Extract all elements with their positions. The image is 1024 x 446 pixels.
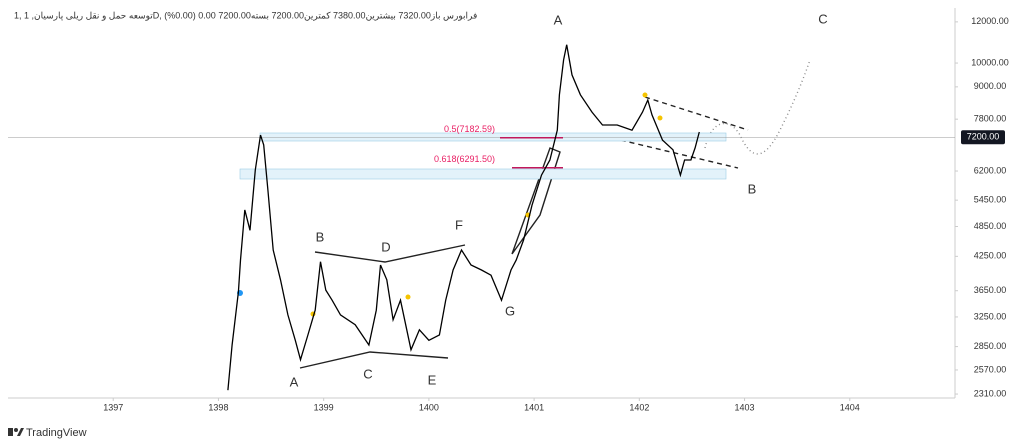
y-tick-label: 2310.00: [974, 388, 1007, 398]
x-tick-label: 1399: [314, 402, 334, 412]
trendlines: [299, 59, 811, 369]
y-tick-label: 2850.00: [974, 341, 1007, 351]
x-tick-label: 1401: [524, 402, 544, 412]
logo: [8, 428, 24, 436]
wave-label: D: [381, 239, 390, 254]
y-tick-label: 9000.00: [974, 81, 1007, 91]
y-tick-label: 3650.00: [974, 285, 1007, 295]
price-line: [227, 44, 700, 391]
y-tick-label: 7800.00: [974, 114, 1007, 124]
y-tick-label: 3250.00: [974, 311, 1007, 321]
y-tick-label: 4250.00: [974, 251, 1007, 261]
wave-label: F: [455, 217, 463, 232]
last-price-label: 7200.00: [967, 132, 1000, 142]
x-tick-label: 1404: [840, 402, 860, 412]
x-tick-label: 1398: [208, 402, 228, 412]
x-tick-label: 1400: [419, 402, 439, 412]
x-tick-label: 1402: [629, 402, 649, 412]
x-tick-label: 1397: [103, 402, 123, 412]
y-tick-label: 4850.00: [974, 221, 1007, 231]
markers: [237, 92, 663, 317]
x-tick-label: 1403: [735, 402, 755, 412]
wave-label: G: [505, 303, 515, 318]
wave-label: B: [316, 229, 325, 244]
y-tick-label: 2570.00: [974, 364, 1007, 374]
wave-label: B: [748, 181, 757, 196]
fib-label: 0.618(6291.50): [434, 154, 495, 164]
wave-label: C: [363, 366, 372, 381]
footer: TradingView: [26, 427, 87, 439]
y-tick-label: 5450.00: [974, 195, 1007, 205]
wave-label: A: [290, 374, 299, 389]
header: 1, توسعه حمل و نقل ریلی پارسیان, 1D, فرا…: [14, 10, 477, 21]
last-price-box: [961, 130, 1005, 145]
y-tick-label: 12000.00: [971, 16, 1009, 26]
y-tick-label: 10000.00: [971, 57, 1009, 67]
wave-label: E: [428, 372, 437, 387]
wave-label: C: [818, 11, 827, 26]
wave-label: A: [554, 12, 563, 27]
fib-label: 0.5(7182.59): [444, 124, 495, 134]
y-tick-label: 6200.00: [974, 165, 1007, 175]
zone: [239, 168, 727, 180]
